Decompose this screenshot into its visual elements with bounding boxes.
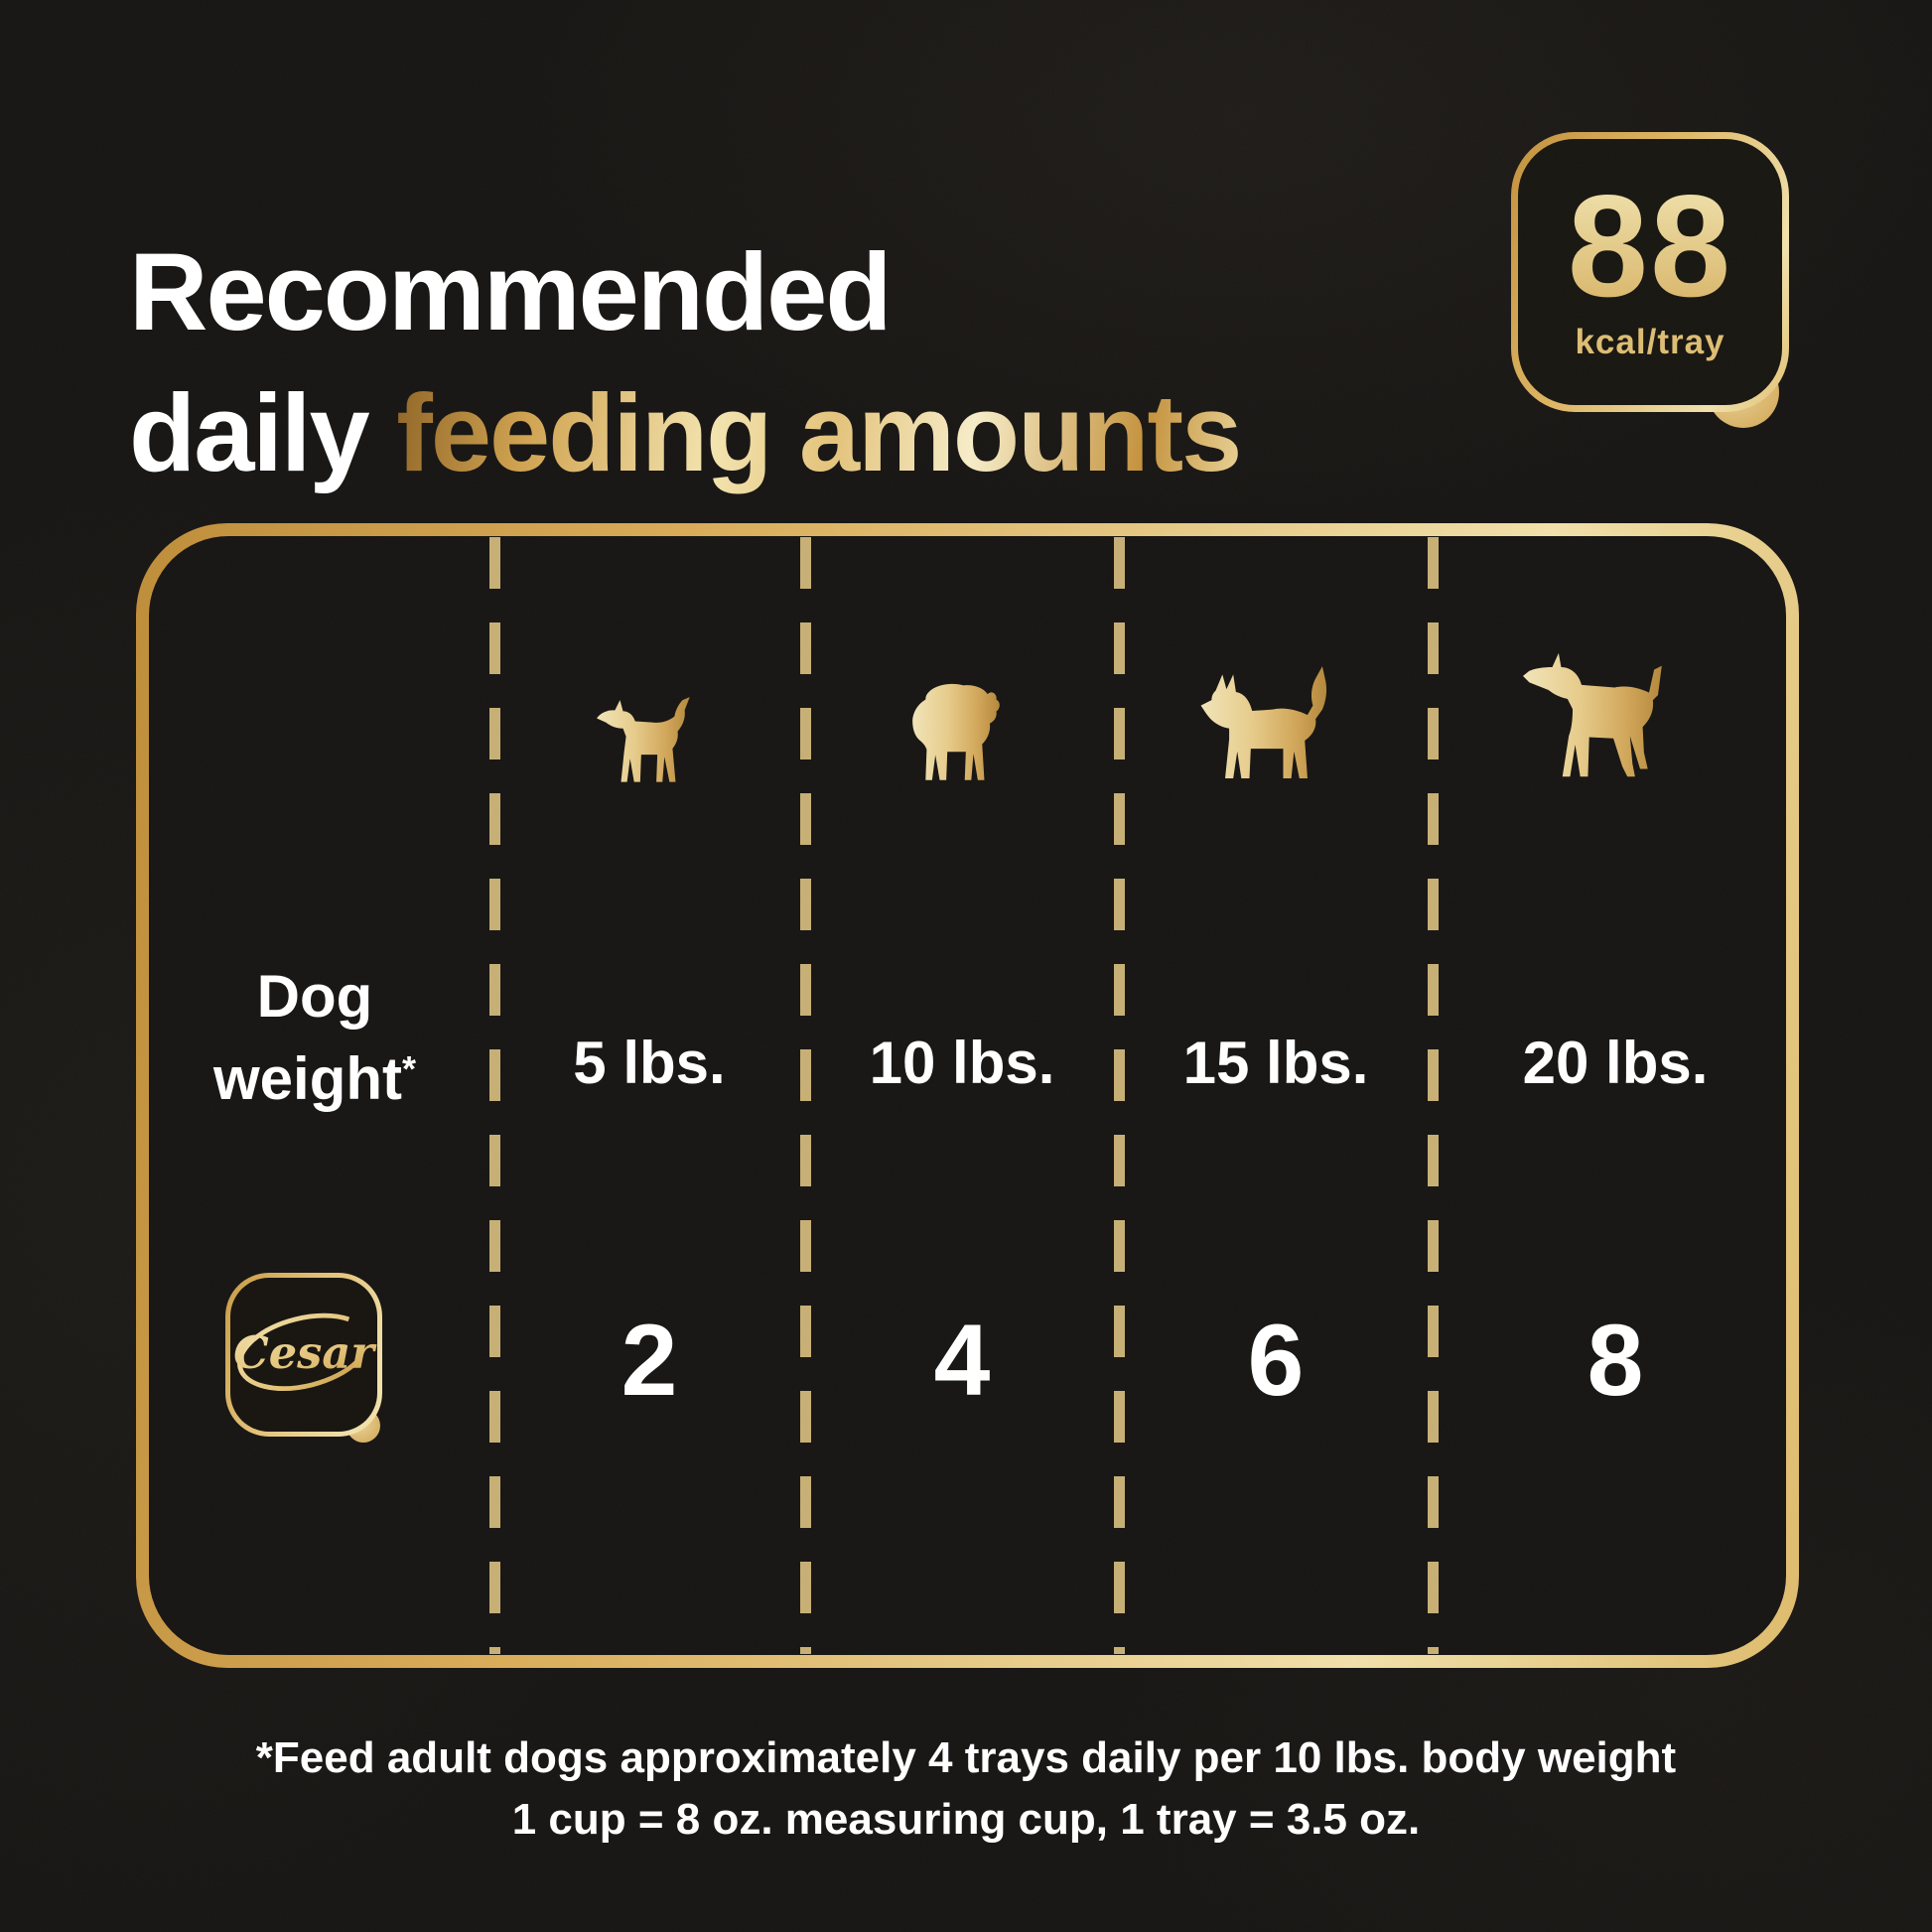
cesar-logo: Cesar (225, 1273, 382, 1443)
title-line2-white: daily (129, 371, 370, 494)
column-divider (1114, 537, 1125, 1654)
title-line2-gold: feeding amounts (396, 371, 1242, 494)
dog-weight-header: Dog weight* (212, 963, 416, 1112)
weight-10lbs: 10 lbs. (869, 1030, 1055, 1096)
footnote-line2: 1 cup = 8 oz. measuring cup, 1 tray = 3.… (511, 1795, 1421, 1844)
cesar-logo-text: Cesar (233, 1326, 377, 1379)
trays-for-10lbs: 4 (933, 1304, 991, 1417)
small-terrier-icon (594, 690, 705, 786)
feeding-table: Dog weight* 5 lbs. 10 lbs. 15 lbs. 20 lb… (136, 523, 1799, 1668)
weight-20lbs: 20 lbs. (1522, 1030, 1709, 1096)
westie-icon (1191, 658, 1360, 786)
weight-15lbs: 15 lbs. (1182, 1030, 1369, 1096)
fox-terrier-icon (1523, 640, 1708, 787)
footnote-asterisk: * (401, 1048, 416, 1089)
trays-for-5lbs: 2 (621, 1304, 678, 1417)
title-line1: Recommended (129, 230, 893, 353)
footnote-line1: *Feed adult dogs approximately 4 trays d… (255, 1733, 1677, 1782)
trays-for-20lbs: 8 (1587, 1304, 1644, 1417)
page-title: Recommended daily feeding amounts (129, 222, 1242, 504)
column-divider (489, 537, 500, 1654)
trays-for-15lbs: 6 (1247, 1304, 1305, 1417)
column-divider (1428, 537, 1439, 1654)
kcal-value: 88 (1511, 172, 1789, 321)
kcal-unit: kcal/tray (1575, 323, 1725, 361)
weight-5lbs: 5 lbs. (573, 1030, 726, 1096)
pug-icon (899, 681, 1025, 784)
kcal-badge: 88 kcal/tray (1511, 132, 1789, 428)
column-divider (800, 537, 811, 1654)
